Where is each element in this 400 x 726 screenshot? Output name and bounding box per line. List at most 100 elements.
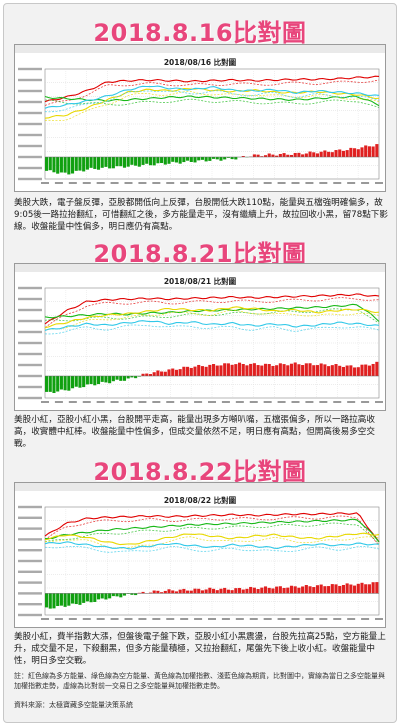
energy-bar	[119, 376, 122, 381]
x-tick-stub	[319, 401, 327, 403]
y-tick-stub	[18, 298, 42, 300]
x-tick-stub	[347, 401, 355, 403]
x-tick-stub	[375, 182, 383, 184]
energy-bar	[346, 366, 349, 376]
energy-bar	[216, 157, 219, 159]
energy-bar	[112, 157, 115, 168]
x-tick-stub	[125, 182, 133, 184]
energy-bar	[364, 584, 367, 593]
energy-bar	[104, 593, 107, 599]
y-tick-stub	[18, 309, 42, 311]
energy-bar	[279, 154, 282, 157]
energy-bar	[253, 588, 256, 594]
x-tick-stub	[222, 401, 230, 403]
x-tick-stub	[319, 618, 327, 620]
energy-bar	[141, 374, 144, 376]
y-tick-stub	[18, 123, 42, 125]
x-tick-stub	[41, 182, 49, 184]
energy-bar	[375, 362, 378, 376]
energy-bar	[375, 144, 378, 157]
energy-bar	[82, 593, 85, 603]
energy-bar	[175, 591, 178, 593]
energy-bar	[320, 585, 323, 594]
energy-bar	[286, 365, 289, 376]
energy-bar	[108, 376, 111, 383]
y-tick-stub	[18, 79, 42, 81]
panel-3-chart-svg: 2018/08/22 比對圖	[15, 483, 385, 627]
energy-bar	[372, 364, 375, 376]
energy-bar	[193, 157, 196, 162]
y-tick-stub	[18, 592, 42, 594]
energy-bar	[116, 593, 119, 596]
chart-title: 2018/08/21 比對圖	[164, 276, 237, 286]
energy-bar	[49, 376, 52, 392]
y-tick-stub	[18, 178, 42, 180]
energy-bar	[60, 157, 63, 172]
y-tick-stub	[18, 320, 42, 322]
energy-bar	[223, 157, 226, 159]
energy-bar	[212, 589, 215, 594]
energy-bar	[208, 365, 211, 376]
energy-bar	[56, 157, 59, 174]
y-tick-stub	[18, 145, 42, 147]
x-tick-stub	[69, 182, 77, 184]
energy-bar	[368, 366, 371, 376]
energy-bar	[86, 157, 89, 170]
y-tick-stub	[18, 90, 42, 92]
energy-bar	[260, 588, 263, 594]
energy-bar	[179, 369, 182, 376]
x-tick-stub	[347, 182, 355, 184]
energy-bar	[234, 364, 237, 376]
legend-note: 註：紅色線為多方能量、綠色線為空方能量、黃色線為加權指數、淺藍色線為期貨，比對圖…	[14, 672, 388, 691]
energy-bar	[338, 586, 341, 593]
energy-bar	[104, 376, 107, 382]
energy-bar	[212, 157, 215, 159]
y-tick-stub	[18, 287, 42, 289]
energy-bar	[49, 157, 52, 170]
x-tick-stub	[292, 401, 300, 403]
energy-bar	[149, 157, 152, 165]
energy-bar	[286, 155, 289, 157]
x-tick-stub	[264, 182, 272, 184]
energy-bar	[164, 372, 167, 376]
energy-bar	[338, 366, 341, 376]
energy-bar	[153, 591, 156, 594]
energy-bar	[75, 376, 78, 387]
energy-bar	[357, 584, 360, 594]
panel-3-description: 美股小紅，費半指數大漲，但盤後電子盤下跌，亞股小紅小黑震盪，台股先拉高25點，空…	[14, 631, 388, 667]
energy-bar	[294, 586, 297, 593]
energy-bar	[234, 157, 237, 159]
x-tick-stub	[194, 182, 202, 184]
x-tick-stub	[152, 401, 160, 403]
energy-bar	[127, 157, 130, 167]
x-tick-stub	[69, 618, 77, 620]
chart-title: 2018/08/16 比對圖	[164, 57, 237, 67]
energy-bar	[78, 376, 81, 388]
energy-bar	[171, 369, 174, 376]
panel-3-chart: 2018/08/22 比對圖	[14, 482, 386, 628]
energy-bar	[164, 157, 167, 165]
y-tick-stub	[18, 560, 42, 562]
energy-bar	[331, 584, 334, 593]
energy-bar	[275, 365, 278, 376]
energy-bar	[249, 587, 252, 593]
x-tick-stub	[278, 182, 286, 184]
energy-bar	[327, 586, 330, 593]
energy-bar	[323, 364, 326, 376]
energy-bar	[275, 587, 278, 594]
panel-1-chart-svg: 2018/08/16 比對圖	[15, 45, 385, 191]
x-tick-stub	[83, 401, 91, 403]
x-tick-stub	[41, 618, 49, 620]
x-tick-stub	[152, 618, 160, 620]
x-tick-stub	[333, 618, 341, 620]
energy-bar	[145, 374, 148, 376]
energy-bar	[138, 157, 141, 167]
energy-bar	[268, 154, 271, 157]
energy-bar	[372, 146, 375, 157]
x-tick-stub	[194, 618, 202, 620]
y-tick-stub	[18, 527, 42, 529]
energy-bar	[279, 586, 282, 593]
energy-bar	[201, 366, 204, 376]
energy-bar	[75, 593, 78, 604]
energy-bar	[149, 374, 152, 376]
